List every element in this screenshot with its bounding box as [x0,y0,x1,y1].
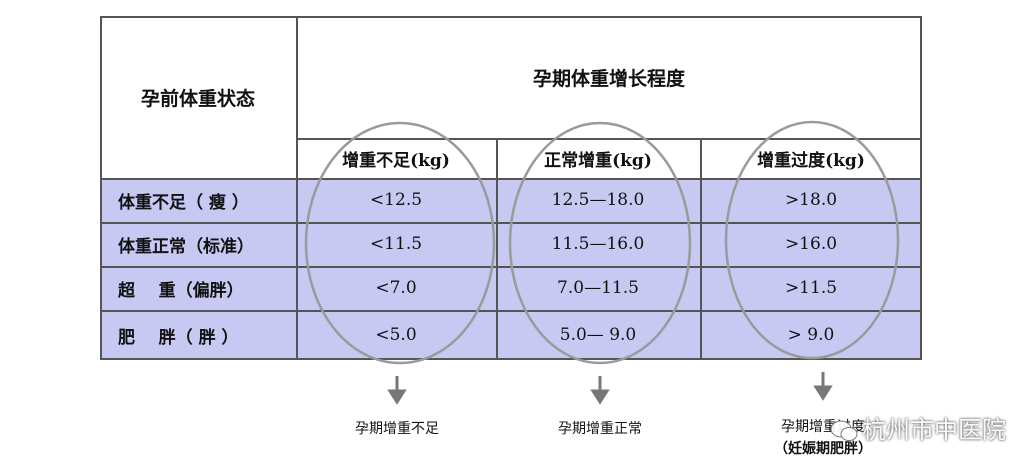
divider [100,266,922,268]
divider [296,16,298,360]
row-label-overweight: 超 重（偏胖） [100,266,296,310]
outcome-excessive-note: （妊娠期肥胖） [774,441,872,457]
divider [100,178,922,180]
divider [100,310,922,312]
down-arrow-icon [387,389,407,405]
table-border [100,16,922,360]
row-label-normal: 体重正常（标准） [100,222,296,266]
down-arrow-icon [813,385,833,401]
watermark: 杭州市中医院 [830,410,1006,445]
divider [700,138,702,360]
wechat-icon [830,420,858,441]
divider [496,138,498,360]
pre-pregnancy-status-header: 孕前体重状态 [100,16,296,178]
divider [296,138,922,140]
divider [100,222,922,224]
watermark-text: 杭州市中医院 [862,416,1006,444]
row-label-obese: 肥 胖（ 胖 ） [100,310,296,360]
down-arrow-icon [590,389,610,405]
gain-level-header: 孕期体重增长程度 [296,16,922,138]
row-label-underweight: 体重不足（ 瘦 ） [100,178,296,222]
weight-gain-table: 孕前体重状态 孕期体重增长程度 增重不足(kg) 正常增重(kg) 增重过度(k… [100,16,922,360]
outcome-normal: 孕期增重正常 [558,421,642,437]
outcome-insufficient: 孕期增重不足 [355,421,439,437]
